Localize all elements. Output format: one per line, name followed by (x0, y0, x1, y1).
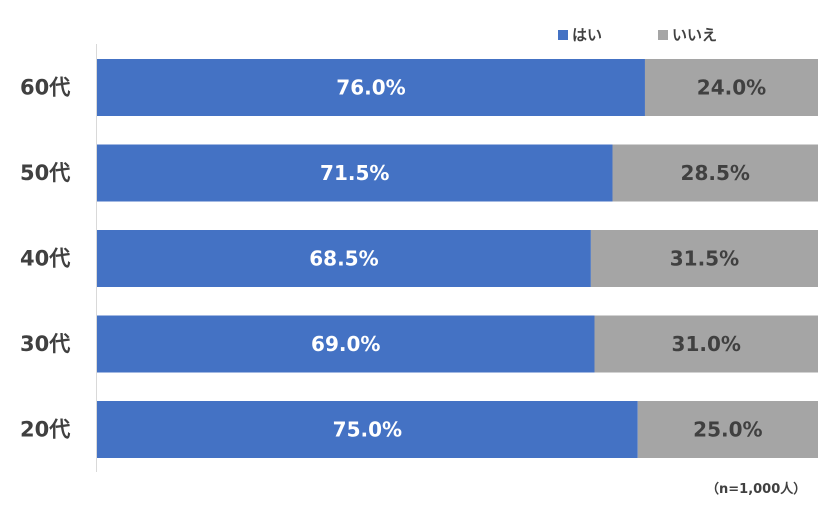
legend-swatch-yes (558, 30, 568, 40)
data-label-no: 31.5% (670, 247, 739, 271)
data-label-yes: 75.0% (333, 418, 402, 442)
sample-size-note: （n=1,000人） (706, 482, 807, 497)
bar-yes (97, 59, 645, 116)
legend: はい いいえ (558, 26, 717, 44)
legend-label-no: いいえ (672, 26, 717, 44)
data-label-yes: 69.0% (311, 332, 380, 356)
category-label: 60代 (20, 76, 70, 100)
data-label-no: 25.0% (693, 418, 762, 442)
category-label: 40代 (20, 247, 70, 271)
bar-yes (97, 144, 613, 202)
bar-yes (97, 401, 638, 458)
bar-no (590, 230, 818, 287)
bar-no (644, 59, 818, 116)
bar-no (612, 144, 818, 202)
data-label-yes: 76.0% (336, 76, 405, 100)
data-label-no: 28.5% (681, 161, 750, 185)
data-label-no: 31.0% (672, 332, 741, 356)
bar-no (594, 315, 818, 373)
legend-swatch-no (658, 30, 668, 40)
bar-yes (97, 230, 591, 287)
bar-no (637, 401, 818, 458)
data-label-yes: 68.5% (309, 247, 378, 271)
category-label: 20代 (20, 418, 70, 442)
category-label: 30代 (20, 332, 70, 356)
category-label: 50代 (20, 161, 70, 185)
legend-label-yes: はい (572, 26, 602, 44)
bar-yes (97, 315, 595, 373)
bars: 76.0% 24.0% 71.5% 28.5% 68.5% 31.5% 69.0% 31.0%… (97, 59, 818, 458)
data-label-yes: 71.5% (320, 161, 389, 185)
data-label-no: 24.0% (697, 76, 766, 100)
